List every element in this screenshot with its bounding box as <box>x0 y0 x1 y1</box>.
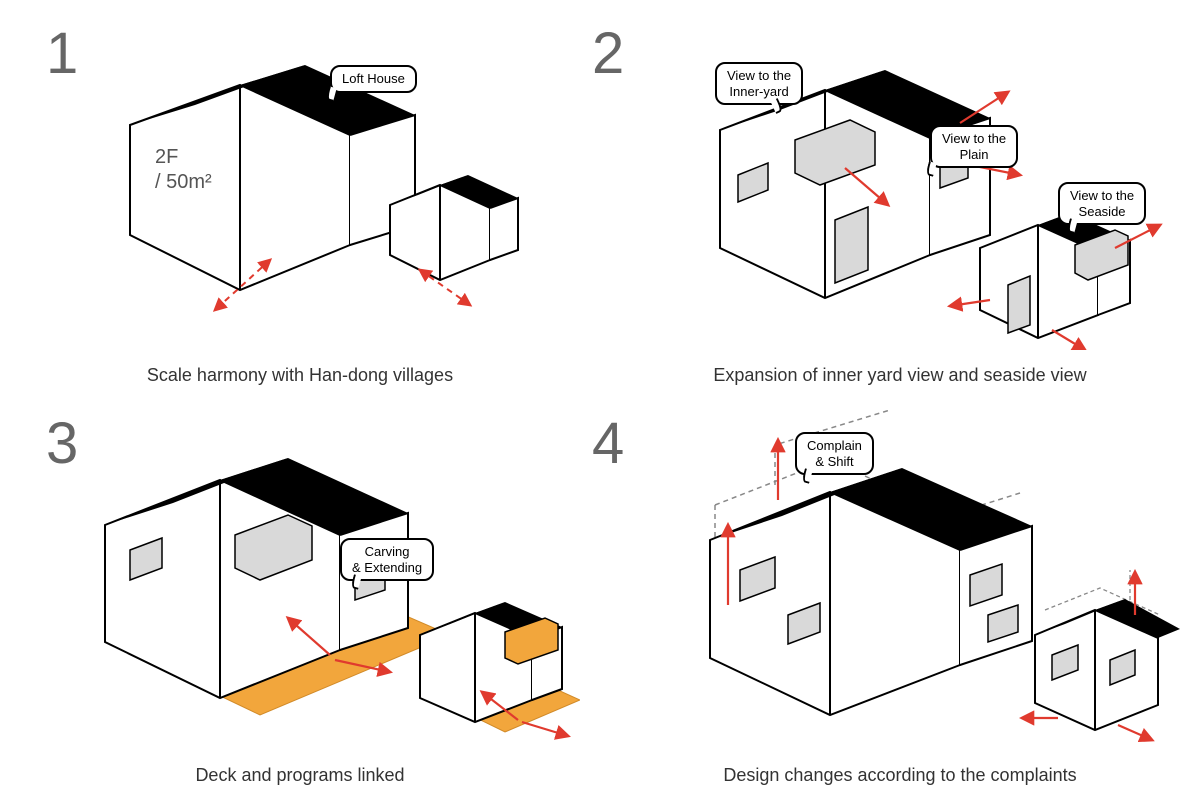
arrow-icon <box>1118 725 1152 740</box>
door-icon <box>1008 276 1030 333</box>
callout-carving: Carving & Extending <box>340 538 434 581</box>
caption-4: Design changes according to the complain… <box>620 765 1180 786</box>
house-small <box>980 213 1130 338</box>
house-main <box>710 468 1032 715</box>
panel-3: 3 <box>20 410 580 790</box>
panel-2: 2 <box>620 10 1180 390</box>
arrow-icon <box>522 722 568 736</box>
door-icon <box>835 207 868 283</box>
house-small <box>1035 599 1180 730</box>
diagram-4 <box>620 410 1180 750</box>
caption-3: Deck and programs linked <box>20 765 580 786</box>
diagram-2 <box>620 10 1180 350</box>
diagram-1 <box>20 10 580 350</box>
callout-seaside: View to the Seaside <box>1058 182 1146 225</box>
caption-1: Scale harmony with Han-dong villages <box>20 365 580 386</box>
arrow-icon <box>1052 330 1085 350</box>
panel-4: 4 <box>620 410 1180 790</box>
callout-plain: View to the Plain <box>930 125 1018 168</box>
callout-loft-house: Loft House <box>330 65 417 93</box>
caption-2: Expansion of inner yard view and seaside… <box>620 365 1180 386</box>
diagram-3 <box>20 410 580 750</box>
callout-inner-yard: View to the Inner-yard <box>715 62 803 105</box>
face-label: 2F / 50m² <box>155 145 212 195</box>
panel-1: 1 2F / 50m² Loft House <box>20 10 580 390</box>
callout-complain: Complain & Shift <box>795 432 874 475</box>
